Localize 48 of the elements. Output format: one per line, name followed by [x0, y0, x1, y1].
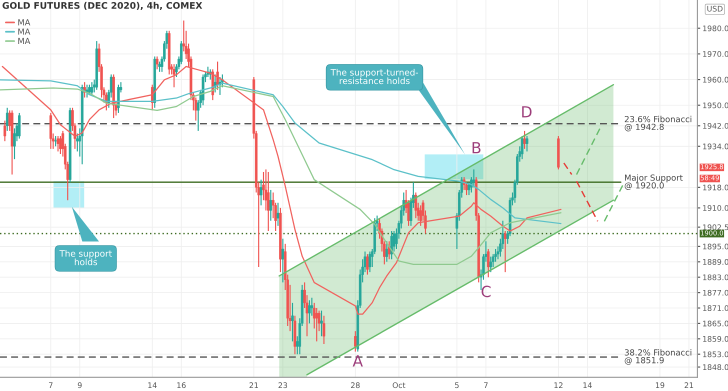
annotation: B	[472, 142, 480, 154]
candlestick	[414, 192, 418, 219]
annotation: A	[352, 355, 363, 366]
ref-line-label: Major Support @ 1920.0	[624, 174, 683, 190]
candlestick	[90, 82, 94, 96]
ref-line-label: 23.6% Fibonacci @ 1942.8	[624, 116, 692, 132]
candlestick	[18, 112, 21, 140]
annotation: The support holds	[59, 250, 112, 266]
candlestick	[385, 240, 388, 262]
ref-line-label: 38.2% Fibonacci @ 1851.9	[624, 349, 692, 365]
annotation: C	[482, 286, 491, 298]
candlestick	[282, 238, 284, 283]
legend-label: MA	[18, 19, 30, 26]
candlestick	[526, 135, 528, 152]
candlestick	[194, 96, 198, 122]
candlestick	[156, 56, 158, 70]
candlestick	[117, 84, 120, 114]
candlestick	[368, 250, 372, 273]
candlestick	[354, 330, 357, 352]
candlestick	[172, 64, 176, 88]
candlestick	[6, 107, 9, 132]
candlestick	[487, 248, 490, 278]
candlestick	[267, 171, 270, 232]
annotation: The support-turned- resistance holds	[330, 68, 418, 84]
legend-label: MA	[18, 38, 30, 44]
candlestick	[308, 300, 311, 324]
line-series	[2, 66, 562, 315]
chart-title: GOLD FUTURES (DEC 2020), 4h, COMEX	[2, 2, 202, 10]
candlestick	[390, 230, 393, 260]
candlestick	[269, 189, 272, 222]
candlestick	[216, 61, 219, 90]
candlestick	[520, 135, 524, 160]
candlestick	[49, 112, 52, 150]
candlestick	[260, 179, 262, 206]
candlestick	[56, 135, 60, 152]
candlestick	[322, 315, 326, 344]
candlestick	[4, 120, 6, 142]
candlestick	[202, 74, 204, 106]
candlestick	[366, 254, 369, 276]
candlestick	[523, 130, 526, 150]
candlestick	[320, 310, 323, 337]
candlestick	[276, 202, 280, 226]
candlestick	[489, 256, 492, 273]
annotation: D	[522, 106, 532, 118]
candlestick	[54, 135, 57, 147]
candlestick	[291, 302, 294, 342]
legend-label: MA	[18, 28, 30, 35]
candlestick	[59, 135, 62, 155]
